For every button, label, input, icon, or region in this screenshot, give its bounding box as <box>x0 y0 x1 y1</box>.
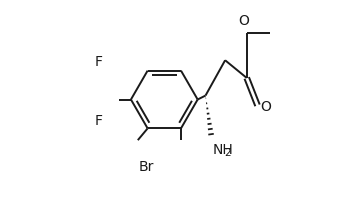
Text: O: O <box>260 100 271 114</box>
Text: O: O <box>238 14 249 28</box>
Text: NH: NH <box>212 143 233 157</box>
Text: F: F <box>95 55 103 69</box>
Text: F: F <box>95 114 103 128</box>
Text: Br: Br <box>139 160 154 174</box>
Text: 2: 2 <box>225 148 231 158</box>
